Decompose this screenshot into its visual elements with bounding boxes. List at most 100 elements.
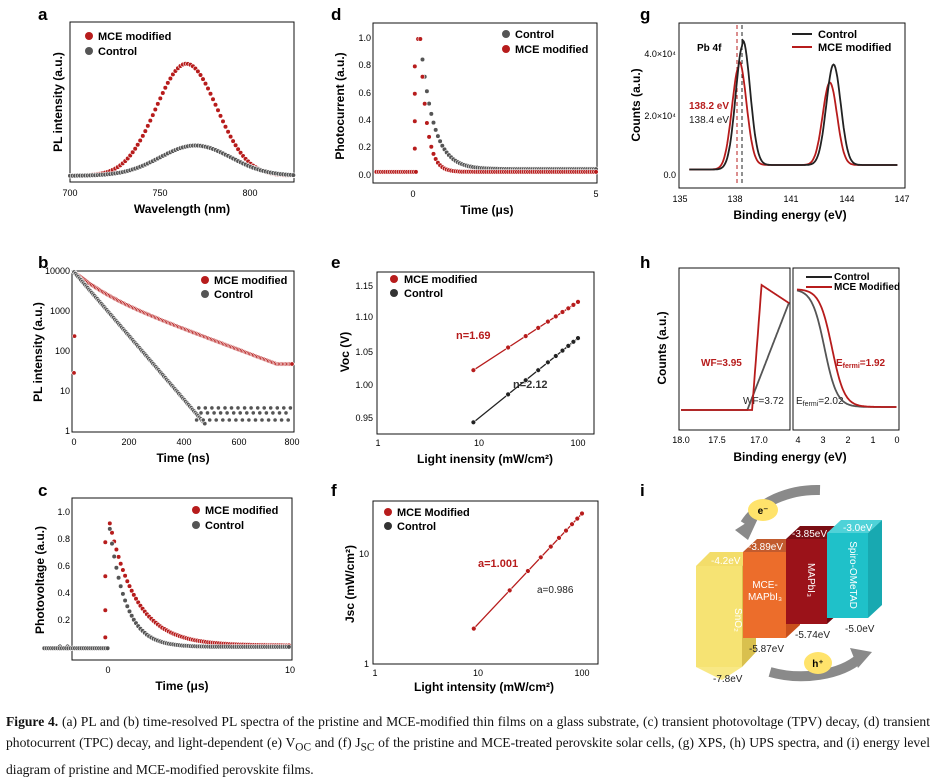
panel-e-point-control xyxy=(505,391,511,398)
panel-c-point-control xyxy=(118,583,124,589)
panel-h-ef-red-sub: fermi xyxy=(843,363,860,370)
panel-f-legend-1: Control xyxy=(397,521,436,533)
panel-e-point-mce xyxy=(559,309,566,315)
panel-c-legend-0: MCE modified xyxy=(205,505,278,517)
panel-a-point-mce xyxy=(145,123,151,129)
panel-b-point-mce-rise xyxy=(71,370,77,376)
hole-badge xyxy=(804,652,832,674)
panel-d-legend-1: MCE modified xyxy=(515,44,588,56)
panel-h-series-mce-right xyxy=(796,288,897,408)
panel-a-point-mce xyxy=(207,91,214,97)
mapbi-front xyxy=(786,539,827,624)
caption-text: (a) PL and (b) time-resolved PL spectra … xyxy=(6,714,930,750)
panel-c-legend-marker-1 xyxy=(192,521,200,529)
panel-c-point-mce xyxy=(129,588,135,594)
panel-f-legend-marker-0 xyxy=(384,508,392,516)
panel-d-ytick-3: 0.6 xyxy=(358,88,371,98)
panel-g: g 4.0×10⁴ 2.0×10⁴ 0.0 135 138 141 144 14… xyxy=(629,5,910,222)
panel-d-ylabel: Photocurrent (a.u.) xyxy=(333,52,347,159)
energy-sno2-bot: -7.8eV xyxy=(713,674,743,685)
panel-b-point-control-floor xyxy=(222,405,228,411)
panel-b-xtick-2: 400 xyxy=(176,437,191,447)
panel-c-ylabel: Photovoltage (a.u.) xyxy=(33,526,47,634)
panel-h-wf-dark: WF=3.72 xyxy=(743,396,784,407)
panel-d-ytick-5: 1.0 xyxy=(358,33,371,43)
panel-d-point-control xyxy=(433,127,439,133)
panel-c-ytick-3: 0.6 xyxy=(57,561,70,571)
panel-d-xlabel: Time (μs) xyxy=(460,203,513,217)
panel-f-legend-0: MCE Modified xyxy=(397,507,470,519)
panel-c-point-control xyxy=(107,526,113,532)
panel-c-frame xyxy=(71,497,293,661)
panel-b-series-control xyxy=(71,269,293,427)
panel-a-point-mce xyxy=(147,117,153,124)
panel-d-point-mce xyxy=(419,74,426,80)
panel-h-letter: h xyxy=(640,253,650,272)
panel-b-point-control-floor xyxy=(202,405,208,411)
panel-b-point-control-floor xyxy=(253,417,258,423)
panel-e-point-mce xyxy=(535,325,541,331)
panel-d-point-control xyxy=(424,88,430,94)
panel-a-xtick-0: 700 xyxy=(62,188,77,198)
electron-badge xyxy=(748,499,778,521)
panel-h: h 18.0 17.5 17.0 4 3 2 1 0 Binding energ… xyxy=(640,253,900,464)
panel-e-xtick-0: 1 xyxy=(375,438,380,448)
panel-f-annotation-red: a=1.001 xyxy=(478,558,518,570)
panel-b-point-control-floor xyxy=(277,410,282,416)
panel-b-point-control-floor xyxy=(255,405,261,411)
panel-h-ef-red-val: =1.92 xyxy=(860,358,886,369)
panel-a-point-mce xyxy=(142,128,148,134)
panel-d-point-mce xyxy=(413,169,419,175)
panel-b-point-mce-rise xyxy=(72,333,78,339)
panel-b-ytick-0: 10000 xyxy=(45,266,70,276)
panel-h-xtick-left-1: 17.5 xyxy=(708,435,726,445)
panel-b-ytick-1: 1000 xyxy=(50,306,70,316)
panel-h-ylabel: Counts (a.u.) xyxy=(655,311,669,384)
panel-c-point-mce xyxy=(126,583,133,589)
mce-label-2: MAPbI₃ xyxy=(748,592,782,603)
panel-b-point-control-floor xyxy=(209,405,215,411)
panel-e-point-mce xyxy=(522,333,529,339)
panel-e-annotation-red: n=1.69 xyxy=(456,330,491,342)
panel-d-point-mce-rise xyxy=(412,146,418,152)
panel-d-xtick-0: 0 xyxy=(410,189,415,199)
panel-b-point-control-floor xyxy=(224,410,230,416)
panel-e-letter: e xyxy=(331,253,340,272)
panel-g-xtick-1: 138 xyxy=(727,194,742,204)
panel-e-point-control xyxy=(559,347,566,354)
electron-label: e⁻ xyxy=(758,506,769,517)
panel-e-ytick-1: 1.00 xyxy=(355,380,373,390)
panel-h-xtick-right-0: 4 xyxy=(795,435,800,445)
panel-b-point-control-floor xyxy=(281,405,287,411)
panel-e: e 1.15 1.10 1.05 1.00 0.95 1 10 100 Ligh… xyxy=(331,253,595,466)
panel-b-point-control-floor xyxy=(226,417,232,423)
panel-h-series-control-right xyxy=(796,289,897,408)
panel-d-point-mce-rise xyxy=(412,63,418,69)
panel-e-point-mce xyxy=(570,302,577,308)
panel-d-point-mce-rise xyxy=(412,118,418,124)
panel-h-ef-red-e: E xyxy=(836,358,843,369)
panel-g-ytick-2: 0.0 xyxy=(663,170,676,180)
panel-d-point-mce xyxy=(593,169,599,175)
panel-c-point-mce xyxy=(115,554,122,560)
panel-a-legend-0: MCE modified xyxy=(98,31,171,43)
panel-e-point-control xyxy=(535,367,541,373)
panel-a-point-mce xyxy=(195,68,201,74)
panel-b-point-control-floor xyxy=(246,417,252,423)
panel-c-point-mce-rise xyxy=(102,573,108,579)
panel-h-xtick-right-3: 1 xyxy=(870,435,875,445)
panel-c-series-mce xyxy=(41,520,292,651)
panel-c-point-control xyxy=(109,540,115,547)
panel-b-point-control-floor xyxy=(194,417,199,423)
panel-c-legend-marker-0 xyxy=(192,506,200,514)
panel-e-point-control xyxy=(570,339,577,345)
panel-a-point-mce xyxy=(210,96,216,102)
panel-h-xlabel: Binding energy (eV) xyxy=(733,450,846,464)
panel-c-ytick-5: 1.0 xyxy=(57,507,70,517)
panel-e-point-mce xyxy=(565,305,571,311)
panel-c-point-mce xyxy=(109,530,115,536)
panel-e-point-mce xyxy=(470,367,477,373)
energy-mapbi-top: -3.85eV xyxy=(792,529,827,540)
panel-a-point-mce xyxy=(135,142,141,148)
